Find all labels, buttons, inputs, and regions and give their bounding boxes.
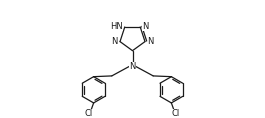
Text: N: N <box>142 22 149 31</box>
Text: N: N <box>129 62 136 71</box>
Text: Cl: Cl <box>85 109 93 118</box>
Text: Cl: Cl <box>172 109 180 118</box>
Text: N: N <box>148 37 154 46</box>
Text: HN: HN <box>110 22 123 31</box>
Text: N: N <box>111 37 117 46</box>
